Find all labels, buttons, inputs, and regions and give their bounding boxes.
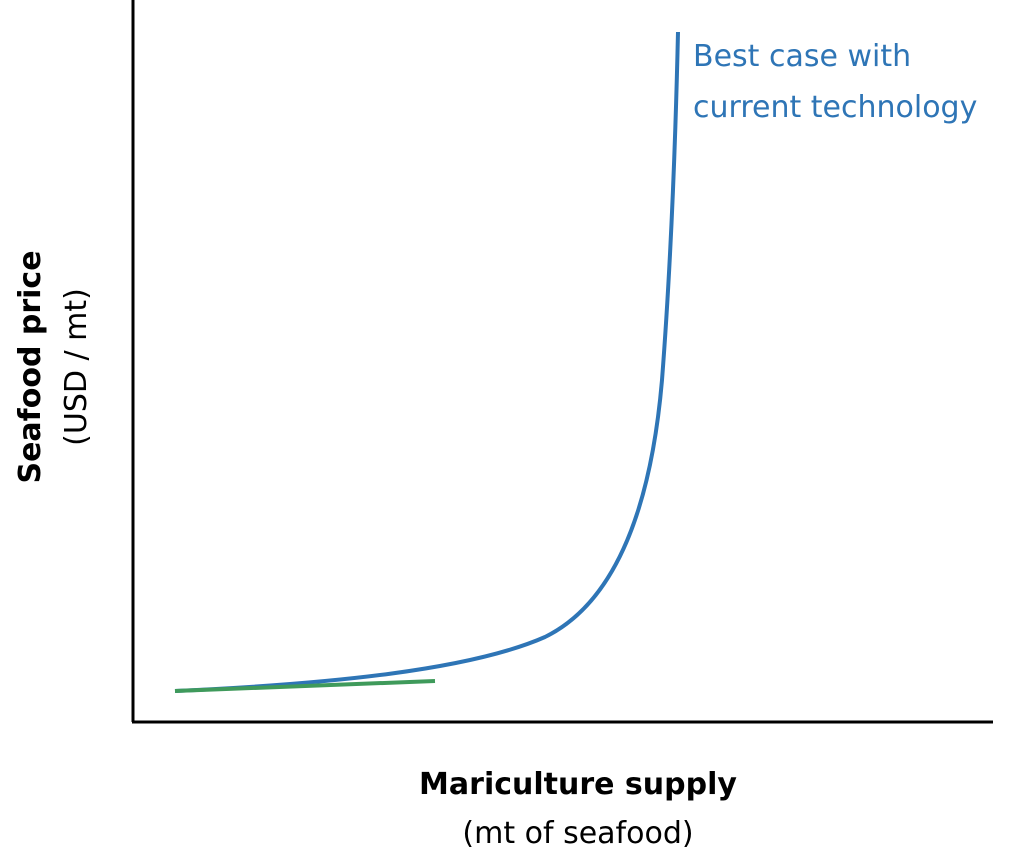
y-axis-title: Seafood price	[13, 250, 48, 483]
x-axis-unit: (mt of seafood)	[462, 816, 693, 851]
annotation-line: current technology	[693, 90, 977, 125]
annotation-line: Best case with	[693, 39, 911, 74]
best-case-curve	[174, 31, 680, 693]
x-axis-title: Mariculture supply	[419, 767, 737, 802]
y-axis-unit: (USD / mt)	[59, 288, 94, 446]
green-curve	[174, 679, 436, 693]
